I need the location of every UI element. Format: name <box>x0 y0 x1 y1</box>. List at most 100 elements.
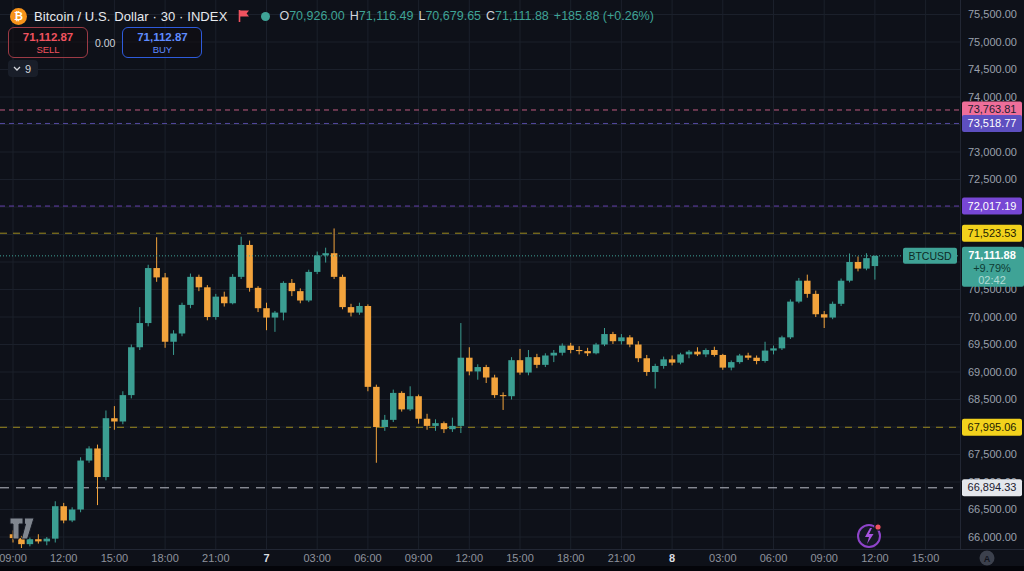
candle-body <box>829 304 836 318</box>
candle-body <box>103 418 110 477</box>
candle-body <box>855 262 862 269</box>
candle-body <box>77 461 84 510</box>
candle-body <box>644 358 651 372</box>
candle-body <box>838 281 845 304</box>
close-value: 71,111.88 <box>495 9 549 23</box>
candle-body <box>44 539 51 542</box>
candle-body <box>145 268 152 323</box>
candle-body <box>348 307 355 313</box>
corner-a-label: A <box>984 554 991 564</box>
candle-body <box>238 245 245 277</box>
candle-body <box>677 354 684 362</box>
candle-body <box>229 277 236 303</box>
candle-body <box>221 297 228 304</box>
price-level-badge-label: 73,763.81 <box>968 103 1017 115</box>
candle-body <box>576 350 583 351</box>
candle-body <box>449 426 456 429</box>
drawings-dropdown[interactable]: 9 <box>8 60 38 77</box>
spread-value: 0.00 <box>95 37 115 49</box>
flag-icon[interactable] <box>238 9 251 23</box>
candle-body <box>813 294 820 314</box>
candle-body <box>863 258 870 268</box>
candle-body <box>280 283 287 313</box>
candle-body <box>779 337 786 348</box>
bitcoin-icon: ₿ <box>10 8 27 25</box>
price-level-badge-label: 73,518.77 <box>968 117 1017 129</box>
candle-body <box>322 253 329 255</box>
candle-countdown: 02:42 <box>978 274 1006 286</box>
candle-body <box>187 277 194 305</box>
candle-body <box>736 356 743 363</box>
price-level-badge-label: 67,995.06 <box>968 421 1017 433</box>
candle-body <box>153 268 160 277</box>
candle-body <box>179 305 186 334</box>
candle-body <box>204 287 211 317</box>
low-value: 70,679.65 <box>425 9 481 23</box>
candle-body <box>669 359 676 362</box>
candle-body <box>382 420 389 427</box>
high-value: 71,116.49 <box>359 9 414 23</box>
ohlc-values: O70,926.00H71,116.49L70,679.65C71,111.88… <box>279 9 659 23</box>
candle-body <box>52 506 59 538</box>
candle-body <box>559 346 566 353</box>
candle-body <box>593 345 600 354</box>
candle-body <box>35 539 42 541</box>
symbol-price-label: BTCUSD <box>908 250 952 262</box>
candle-body <box>137 323 144 347</box>
candle-body <box>339 277 346 307</box>
candle-body <box>567 346 574 350</box>
candle-body <box>213 297 220 317</box>
candle-body <box>703 350 710 354</box>
candle-body <box>745 356 752 358</box>
candle-body <box>762 351 769 361</box>
candle-body <box>170 334 177 342</box>
candle-body <box>796 281 803 302</box>
candle-body <box>821 314 828 317</box>
candle-body <box>627 337 634 344</box>
candle-body <box>475 367 482 371</box>
candle-body <box>272 313 279 318</box>
candle-body <box>500 395 507 396</box>
candle-body <box>289 283 296 291</box>
symbol-title[interactable]: Bitcoin / U.S. Dollar · 30 · INDEX <box>34 9 227 24</box>
candle-body <box>753 358 760 361</box>
candle-body <box>424 419 431 426</box>
candle-body <box>86 448 93 460</box>
candle-body <box>263 308 270 317</box>
notification-dot <box>875 524 881 530</box>
candle-body <box>162 277 169 341</box>
current-price-pct: +9.79% <box>973 262 1011 274</box>
candle-body <box>128 347 135 395</box>
chart-pane[interactable] <box>0 0 961 549</box>
candle-body <box>255 288 261 308</box>
sell-price: 71,112.87 <box>23 31 74 44</box>
candle-body <box>534 357 541 365</box>
candle-body <box>846 262 853 281</box>
candle-body <box>407 396 414 409</box>
candle-body <box>711 350 718 355</box>
time-axis[interactable] <box>0 549 1024 565</box>
candle-body <box>196 277 203 287</box>
candle-body <box>508 360 515 396</box>
sell-button[interactable]: 71,112.87 SELL <box>8 27 88 58</box>
candle-body <box>466 358 473 372</box>
buy-button[interactable]: 71,112.87 BUY <box>122 27 202 58</box>
candle-body <box>686 352 693 355</box>
candle-body <box>872 256 879 266</box>
candle-body <box>415 396 422 419</box>
bottom-strip <box>0 566 1024 571</box>
candle-body <box>458 358 465 426</box>
current-price-value: 71,111.88 <box>968 249 1016 261</box>
candle-body <box>373 387 380 427</box>
candle-body <box>610 334 617 341</box>
chart-svg: 75,500.0075,000.0074,500.0074,000.0073,5… <box>0 0 1024 571</box>
candle-body <box>60 506 66 520</box>
candle-body <box>483 367 490 377</box>
candle-body <box>69 510 76 521</box>
candle-body <box>618 337 625 341</box>
candle-body <box>111 418 118 421</box>
candle-body <box>390 393 397 420</box>
candle-body <box>356 306 363 313</box>
candle-body <box>542 356 549 365</box>
candle-body <box>652 366 659 372</box>
